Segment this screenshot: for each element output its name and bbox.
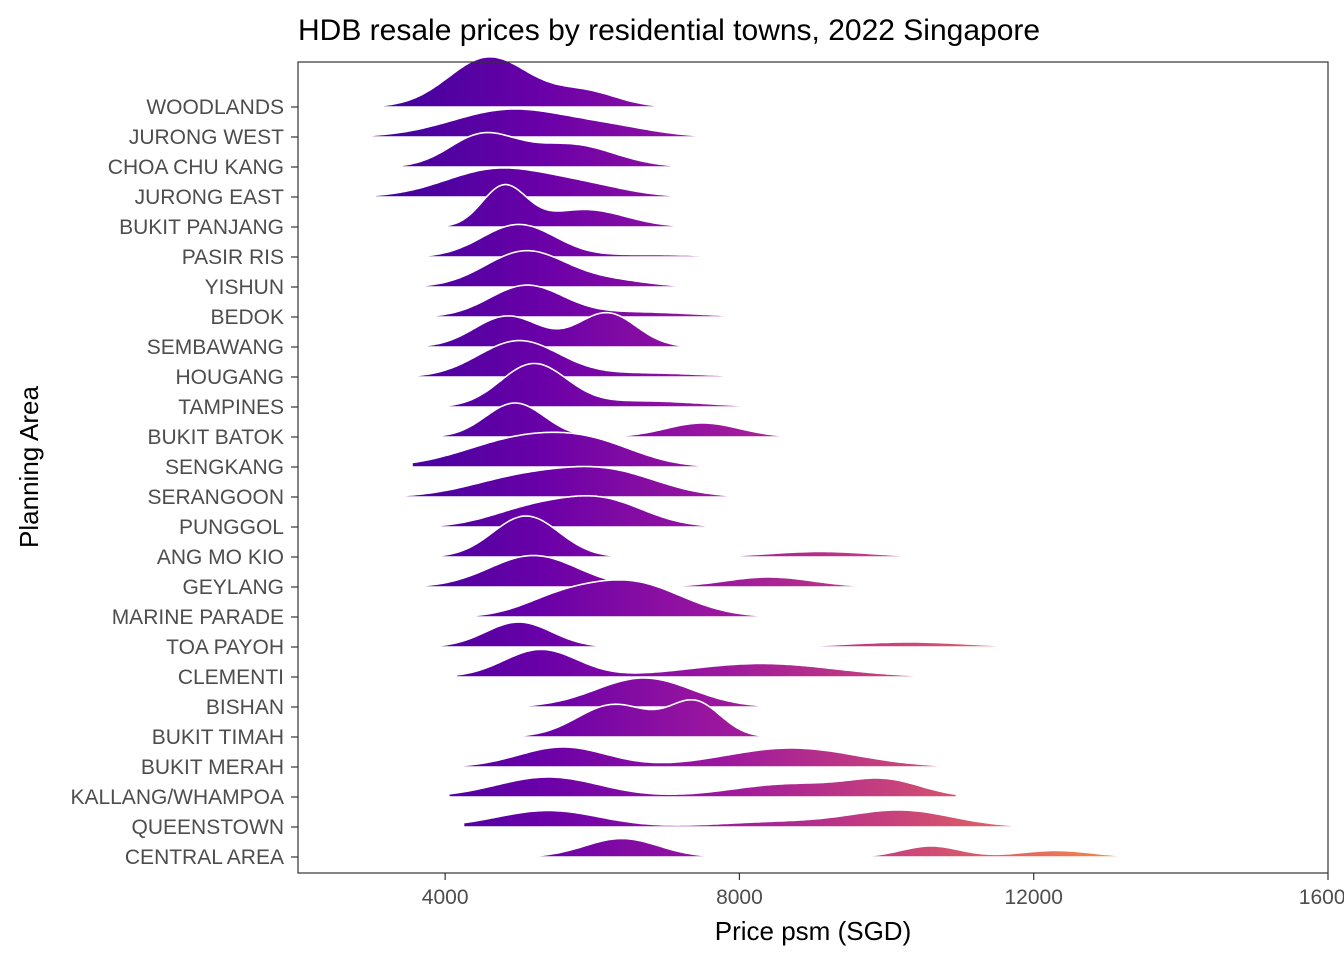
y-tick-label-bukit-panjang: BUKIT PANJANG (119, 216, 284, 239)
y-tick-label-central-area: CENTRAL AREA (125, 846, 284, 869)
x-axis-title: Price psm (SGD) (715, 916, 911, 946)
chart-title: HDB resale prices by residential towns, … (298, 14, 1040, 47)
ridge-bukit-panjang (400, 183, 715, 228)
ridge-serangoon (403, 465, 781, 498)
y-tick-label-bedok: BEDOK (210, 306, 284, 329)
y-tick-label-jurong-east: JURONG EAST (135, 186, 285, 209)
ridge-jurong-east (374, 167, 678, 198)
ridge-bukit-batok (392, 402, 803, 438)
y-tick-label-pasir-ris: PASIR RIS (182, 246, 284, 269)
ridge-yishun (389, 249, 741, 288)
y-tick-label-bukit-timah: BUKIT TIMAH (152, 726, 284, 749)
ridge-bedok (422, 284, 847, 318)
y-tick-label-jurong-west: JURONG WEST (129, 126, 284, 149)
ridge-bishan (437, 677, 972, 708)
ridge-sengkang (411, 431, 777, 468)
y-tick-label-sembawang: SEMBAWANG (147, 336, 284, 359)
ridge-kallang-whampoa (448, 776, 958, 798)
ridge-tampines (400, 362, 858, 408)
y-axis-title: Planning Area (14, 386, 44, 548)
x-tick-label: 8000 (716, 886, 763, 909)
y-tick-label-ang-mo-kio: ANG MO KIO (157, 546, 284, 569)
ridge-queenstown (462, 809, 1020, 828)
ridge-marine-parade (422, 579, 847, 618)
y-tick-label-marine-parade: MARINE PARADE (112, 606, 284, 629)
ridge-choa-chu-kang (392, 131, 674, 168)
ridge-geylang (400, 554, 917, 588)
ridge-central-area (514, 837, 1149, 858)
ridge-jurong-west (370, 108, 744, 138)
ridge-woodlands (374, 56, 689, 108)
x-tick-label: 12000 (1005, 886, 1063, 909)
y-tick-label-sengkang: SENGKANG (165, 456, 284, 479)
y-tick-label-yishun: YISHUN (205, 276, 284, 299)
y-tick-label-bukit-batok: BUKIT BATOK (147, 426, 284, 449)
ridge-punggol (414, 495, 777, 528)
x-axis: 4000 8000 12000 16000 (422, 873, 1344, 909)
x-tick-label: 16000 (1299, 886, 1344, 909)
y-axis: WOODLANDS JURONG WEST CHOA CHU KANG JURONG … (70, 96, 298, 869)
ridge-toa-payoh (367, 621, 1083, 648)
y-tick-label-choa-chu-kang: CHOA CHU KANG (108, 156, 284, 179)
x-tick-label: 4000 (422, 886, 469, 909)
y-tick-label-woodlands: WOODLANDS (146, 96, 284, 119)
ridge-bukit-merah (455, 746, 969, 768)
y-tick-label-serangoon: SERANGOON (147, 486, 284, 509)
ridge-sembawang (403, 311, 700, 348)
y-tick-label-bishan: BISHAN (206, 696, 284, 719)
y-tick-label-bukit-merah: BUKIT MERAH (141, 756, 284, 779)
ridge-pasir-ris (411, 223, 829, 258)
ridge-hougang (407, 339, 792, 378)
y-tick-label-tampines: TAMPINES (178, 396, 284, 419)
ridge-bukit-timah (510, 699, 777, 738)
y-tick-label-clementi: CLEMENTI (178, 666, 284, 689)
ridge-clementi (455, 648, 947, 678)
y-tick-label-punggol: PUNGGOL (179, 516, 284, 539)
y-tick-label-hougang: HOUGANG (175, 366, 284, 389)
y-tick-label-toa-payoh: TOA PAYOH (166, 636, 284, 659)
ridge-ang-mo-kio (411, 515, 954, 558)
ridges (367, 56, 1149, 858)
y-tick-label-kallang-whampoa: KALLANG/WHAMPOA (70, 786, 284, 809)
y-tick-label-queenstown: QUEENSTOWN (132, 816, 284, 839)
y-tick-label-geylang: GEYLANG (182, 576, 284, 599)
